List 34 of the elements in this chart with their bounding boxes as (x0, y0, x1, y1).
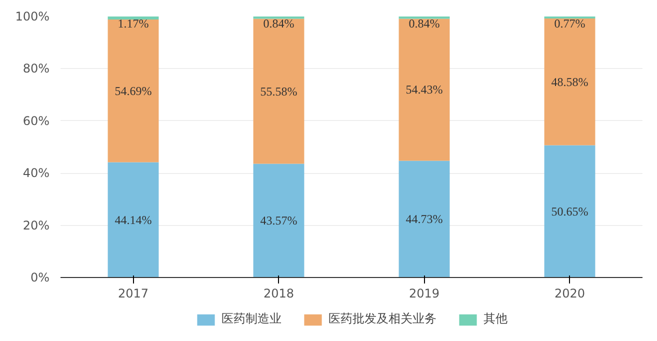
data-label: 54.43% (406, 82, 443, 97)
data-label: 0.84% (263, 16, 294, 31)
data-label: 43.57% (260, 214, 298, 228)
y-tick-label: 100% (15, 10, 50, 24)
x-tick-label: 2017 (118, 286, 149, 300)
bar (108, 20, 159, 162)
x-tick-label: 2018 (263, 286, 294, 300)
legend-label: 医药制造业 (222, 310, 282, 328)
data-label: 48.58% (551, 74, 588, 89)
data-label: 44.73% (406, 212, 443, 226)
data-label: 55.58% (260, 84, 298, 98)
bar (544, 145, 596, 278)
bar (398, 18, 450, 161)
y-tick-label: 60% (22, 114, 50, 128)
bar (544, 18, 596, 146)
bar (108, 16, 159, 20)
y-tick-label: 40% (22, 166, 50, 180)
bar (108, 162, 159, 278)
data-label: 0.77% (554, 16, 586, 30)
data-label: 50.65% (551, 204, 588, 218)
y-tick-label: 80% (22, 62, 50, 76)
bar (398, 160, 450, 278)
legend-label: 其他 (484, 310, 508, 328)
data-label: 0.84% (408, 16, 440, 30)
y-tick-label: 0% (30, 270, 50, 284)
x-tick-label: 2020 (554, 286, 586, 300)
data-label: 1.17% (118, 16, 149, 30)
bar (253, 164, 304, 278)
data-label: 54.69% (114, 84, 152, 98)
data-label: 44.14% (114, 212, 152, 227)
x-tick-label: 2019 (408, 286, 440, 300)
bar (253, 18, 304, 164)
legend-label: 医药批发及相关业务 (328, 310, 436, 328)
y-tick-label: 20% (22, 218, 50, 232)
